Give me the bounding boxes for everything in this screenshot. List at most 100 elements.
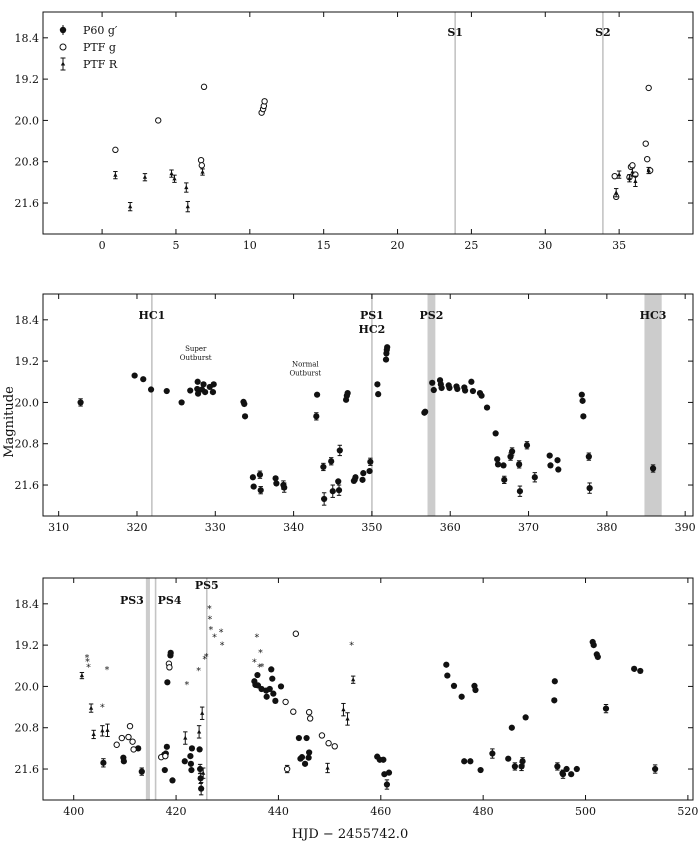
y-tick-label: 21.6 (15, 197, 40, 210)
p60-point (649, 465, 657, 472)
p60-point (367, 458, 374, 465)
ptfr-point (197, 729, 202, 734)
p60-point (209, 388, 217, 396)
ptfr-point (345, 716, 350, 721)
p60-point (266, 685, 273, 693)
ptfr-point (91, 732, 96, 737)
p60-point (458, 693, 465, 700)
p60-point (559, 771, 567, 778)
data-points: ********************* (79, 605, 659, 796)
x-tick-label: 350 (361, 521, 382, 534)
p60-point (508, 448, 516, 455)
ptfr-point (341, 707, 346, 712)
y-tick-label: 20.8 (15, 156, 40, 169)
p60-point (329, 488, 336, 495)
p60-point (277, 683, 285, 690)
p60-point (430, 386, 437, 394)
p60-point (313, 413, 320, 420)
ptfr-point (184, 185, 189, 190)
star-point: * (204, 653, 209, 663)
p60-point (462, 387, 469, 394)
p60-point (200, 381, 207, 388)
ptfr-point (105, 727, 110, 732)
ptfg-point (155, 117, 162, 124)
p60-point (380, 756, 387, 763)
p60-point (320, 463, 327, 471)
x-tick-label: 30 (538, 239, 552, 252)
p60-point (580, 413, 587, 420)
x-tick-label: 320 (126, 521, 147, 534)
ptfg-point (292, 630, 300, 637)
ptfg-point (112, 146, 119, 154)
ptfr-point (172, 176, 177, 181)
p60-point (181, 758, 188, 765)
p60-point (501, 476, 508, 483)
p60-point (443, 661, 450, 668)
p60-point (594, 653, 601, 661)
x-tick-label: 370 (518, 521, 539, 534)
ptfg-point (305, 709, 313, 716)
data-points (112, 83, 654, 213)
p60-point (467, 758, 474, 765)
p60-point (270, 690, 277, 697)
ptfg-point (129, 738, 136, 745)
star-point: * (220, 641, 225, 651)
ptfr-point (89, 705, 94, 710)
star-point: * (207, 605, 212, 615)
p60-point (492, 430, 499, 437)
p60-point (272, 697, 279, 704)
x-tick-label: 15 (317, 239, 331, 252)
p60-point (336, 447, 343, 454)
ptfr-point (325, 765, 330, 770)
plot-frame (42, 293, 694, 517)
annotation-text: Outburst (180, 354, 212, 362)
x-tick-label: 440 (268, 805, 289, 818)
ptfg-point (290, 708, 297, 715)
p60-point (161, 766, 168, 774)
p60-point (494, 456, 501, 463)
panel-bottom: PS3 PS4 PS5 ********************* 400 420 440 4… (15, 577, 698, 818)
ptfg-point (331, 743, 338, 750)
p60-point (461, 758, 468, 765)
x-tick-label: 400 (63, 805, 84, 818)
p60-point (344, 390, 351, 397)
p60-point (328, 458, 335, 465)
p60-point (422, 408, 429, 415)
star-point: * (257, 664, 262, 674)
p60-point (164, 679, 171, 686)
x-tick-label: 500 (575, 805, 596, 818)
p60-point (516, 488, 524, 495)
x-tick-label: 5 (172, 239, 179, 252)
p60-point (508, 724, 515, 731)
p60-point (554, 763, 561, 770)
p60-point (241, 400, 248, 408)
ptfr-point (113, 172, 118, 177)
event-label: HC2 (359, 323, 386, 336)
p60-point (516, 461, 523, 468)
ptfg-point (642, 140, 649, 147)
x-tick-label: 310 (48, 521, 69, 534)
x-tick-label: 520 (677, 805, 698, 818)
star-point: * (85, 658, 90, 668)
p60-point (196, 746, 203, 753)
p60-point (483, 404, 491, 411)
star-point: * (212, 634, 217, 644)
p60-point (298, 754, 306, 761)
p60-point (374, 381, 381, 388)
p60-point (352, 474, 359, 481)
y-tick-label: 19.2 (15, 639, 40, 652)
p60-point (194, 385, 201, 393)
star-point: * (258, 649, 263, 659)
p60-point (637, 667, 644, 675)
p60-point (438, 384, 445, 392)
p60-point (551, 678, 558, 685)
ptfr-point (100, 728, 105, 733)
x-tick-label: 480 (473, 805, 494, 818)
ptfr-point (201, 770, 206, 775)
p60-point (429, 379, 436, 386)
x-tick-label: 10 (243, 239, 257, 252)
ptfr-point (627, 175, 632, 180)
p60-point (631, 665, 638, 672)
x-tick-label: 0 (99, 239, 106, 252)
ptfg-point (162, 752, 169, 760)
